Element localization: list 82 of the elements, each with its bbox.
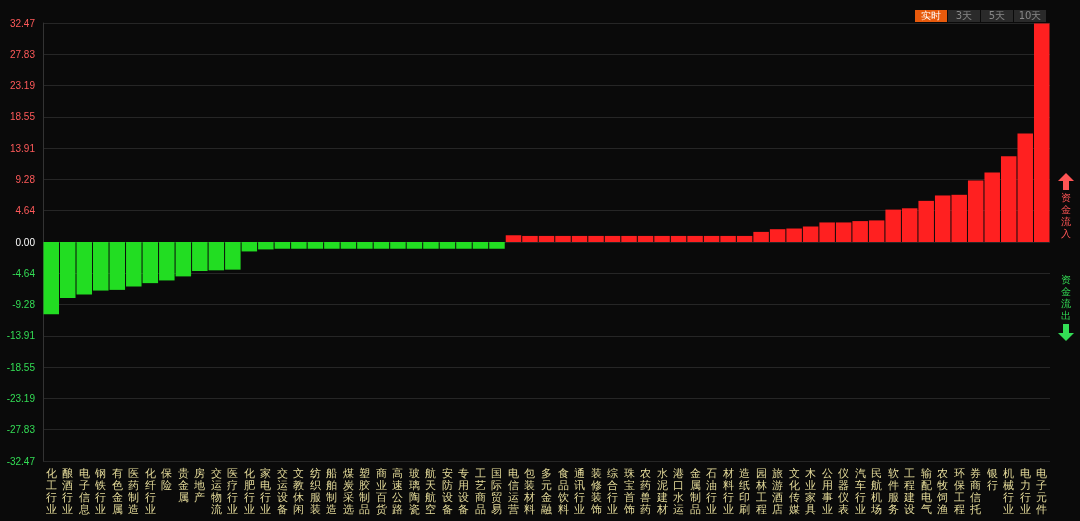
- x-tick-label: 家电行业: [260, 467, 272, 515]
- x-tick-label: 化肥行业: [243, 467, 255, 515]
- x-tick-label: 材料行业: [721, 467, 734, 515]
- x-tick-label: 券商信托: [969, 467, 982, 515]
- text: 实时: [915, 10, 947, 22]
- text: 5天: [981, 10, 1013, 22]
- x-tick-label: 船舶制造: [326, 467, 338, 515]
- text: 资金流入: [1060, 192, 1072, 240]
- x-tick-label: 电力行业: [1019, 467, 1031, 515]
- x-tick-label: 化纤行业: [144, 467, 156, 515]
- x-tick-label: 安防设备: [441, 467, 453, 515]
- x-tick-label: 电信运营: [507, 467, 519, 515]
- x-tick-label: 煤炭采选: [342, 467, 354, 515]
- x-tick-label: 农牧饲渔: [936, 467, 949, 515]
- x-tick-label: 园林工程: [754, 467, 767, 515]
- x-tick-label: 仪器仪表: [838, 467, 850, 515]
- x-tick-label: 化工行业: [45, 467, 57, 515]
- x-tick-label: 造纸印刷: [739, 467, 751, 515]
- x-tick-label: 公用事业: [821, 467, 833, 515]
- x-tick-label: 珠宝首饰: [622, 467, 635, 515]
- y-tick-label: 27.83: [9, 48, 36, 60]
- x-tick-label: 工程建设: [903, 467, 916, 515]
- y-tick-label: -23.19: [6, 392, 36, 404]
- y-tick-label: 0.00: [15, 236, 36, 248]
- y-tick-label: -9.28: [12, 299, 36, 311]
- x-tick-label: 装修装饰: [589, 467, 602, 515]
- x-tick-label: 房地产: [193, 467, 206, 503]
- x-tick-label: 电子元件: [1036, 467, 1048, 515]
- x-tick-label: 农药兽药: [640, 467, 652, 515]
- x-tick-label: 贵金属: [177, 467, 189, 503]
- y-tick-label: -27.83: [6, 424, 36, 436]
- x-tick-label: 专用设备: [458, 467, 470, 515]
- x-tick-label: 国际贸易: [491, 467, 503, 515]
- x-tick-label: 综合行业: [607, 467, 619, 515]
- x-tick-label: 医疗行业: [227, 467, 239, 515]
- y-tick-label: -32.47: [6, 455, 36, 467]
- x-tick-label: 汽车行业: [854, 467, 866, 515]
- text: 3天: [948, 10, 980, 22]
- x-tick-label: 水泥建材: [655, 467, 668, 515]
- x-tick-label: 商业百货: [375, 467, 387, 515]
- y-tick-label: 32.47: [9, 17, 36, 29]
- x-tick-label: 石油行业: [706, 467, 718, 515]
- x-tick-label: 医药制造: [128, 467, 140, 515]
- x-tick-label: 港口水运: [673, 467, 685, 515]
- x-tick-label: 玻璃陶瓷: [408, 467, 420, 515]
- text: 资金流出: [1060, 274, 1072, 322]
- x-tick-label: 塑胶制品: [359, 467, 371, 515]
- x-tick-label: 环保工程: [953, 467, 965, 515]
- text: 10天: [1014, 10, 1046, 22]
- x-tick-label: 通讯行业: [574, 467, 586, 515]
- x-tick-label: 文化传媒: [788, 467, 800, 515]
- x-tick-label: 酿酒行业: [62, 467, 74, 515]
- x-tick-label: 航天航空: [425, 467, 437, 515]
- y-tick-label: 13.91: [9, 142, 36, 154]
- y-tick-label: -13.91: [6, 330, 36, 342]
- x-tick-label: 食品饮料: [556, 467, 569, 515]
- y-tick-label: 9.28: [15, 173, 36, 185]
- x-tick-label: 软件服务: [887, 467, 899, 515]
- x-tick-label: 多元金融: [541, 467, 552, 515]
- y-tick-label: 23.19: [9, 80, 36, 92]
- x-tick-label: 包装材料: [523, 467, 536, 515]
- x-tick-label: 民航机场: [870, 467, 883, 515]
- x-tick-label: 纺织服装: [309, 467, 321, 515]
- x-tick-label: 高速公路: [392, 467, 404, 515]
- x-tick-label: 交运物流: [210, 467, 222, 515]
- x-tick-label: 交运设备: [276, 467, 288, 515]
- y-tick-label: -18.55: [6, 361, 36, 373]
- x-tick-label: 银行: [985, 467, 998, 491]
- x-tick-label: 木业家具: [805, 467, 817, 515]
- y-tick-label: -4.64: [12, 267, 36, 279]
- x-tick-label: 保险: [161, 467, 173, 491]
- x-tick-label: 有色金属: [111, 467, 123, 515]
- x-tick-label: 旅游酒店: [772, 467, 784, 515]
- y-tick-label: 4.64: [15, 205, 36, 217]
- y-tick-label: 18.55: [9, 111, 36, 123]
- x-tick-label: 文教休闲: [293, 467, 305, 515]
- x-tick-label: 金属制品: [689, 467, 701, 515]
- x-tick-label: 电子信息: [77, 467, 90, 515]
- x-tick-label: 输配电气: [920, 467, 932, 515]
- x-tick-label: 工艺商品: [474, 467, 486, 515]
- x-tick-label: 机械行业: [1003, 467, 1015, 515]
- x-tick-label: 钢铁行业: [94, 467, 107, 515]
